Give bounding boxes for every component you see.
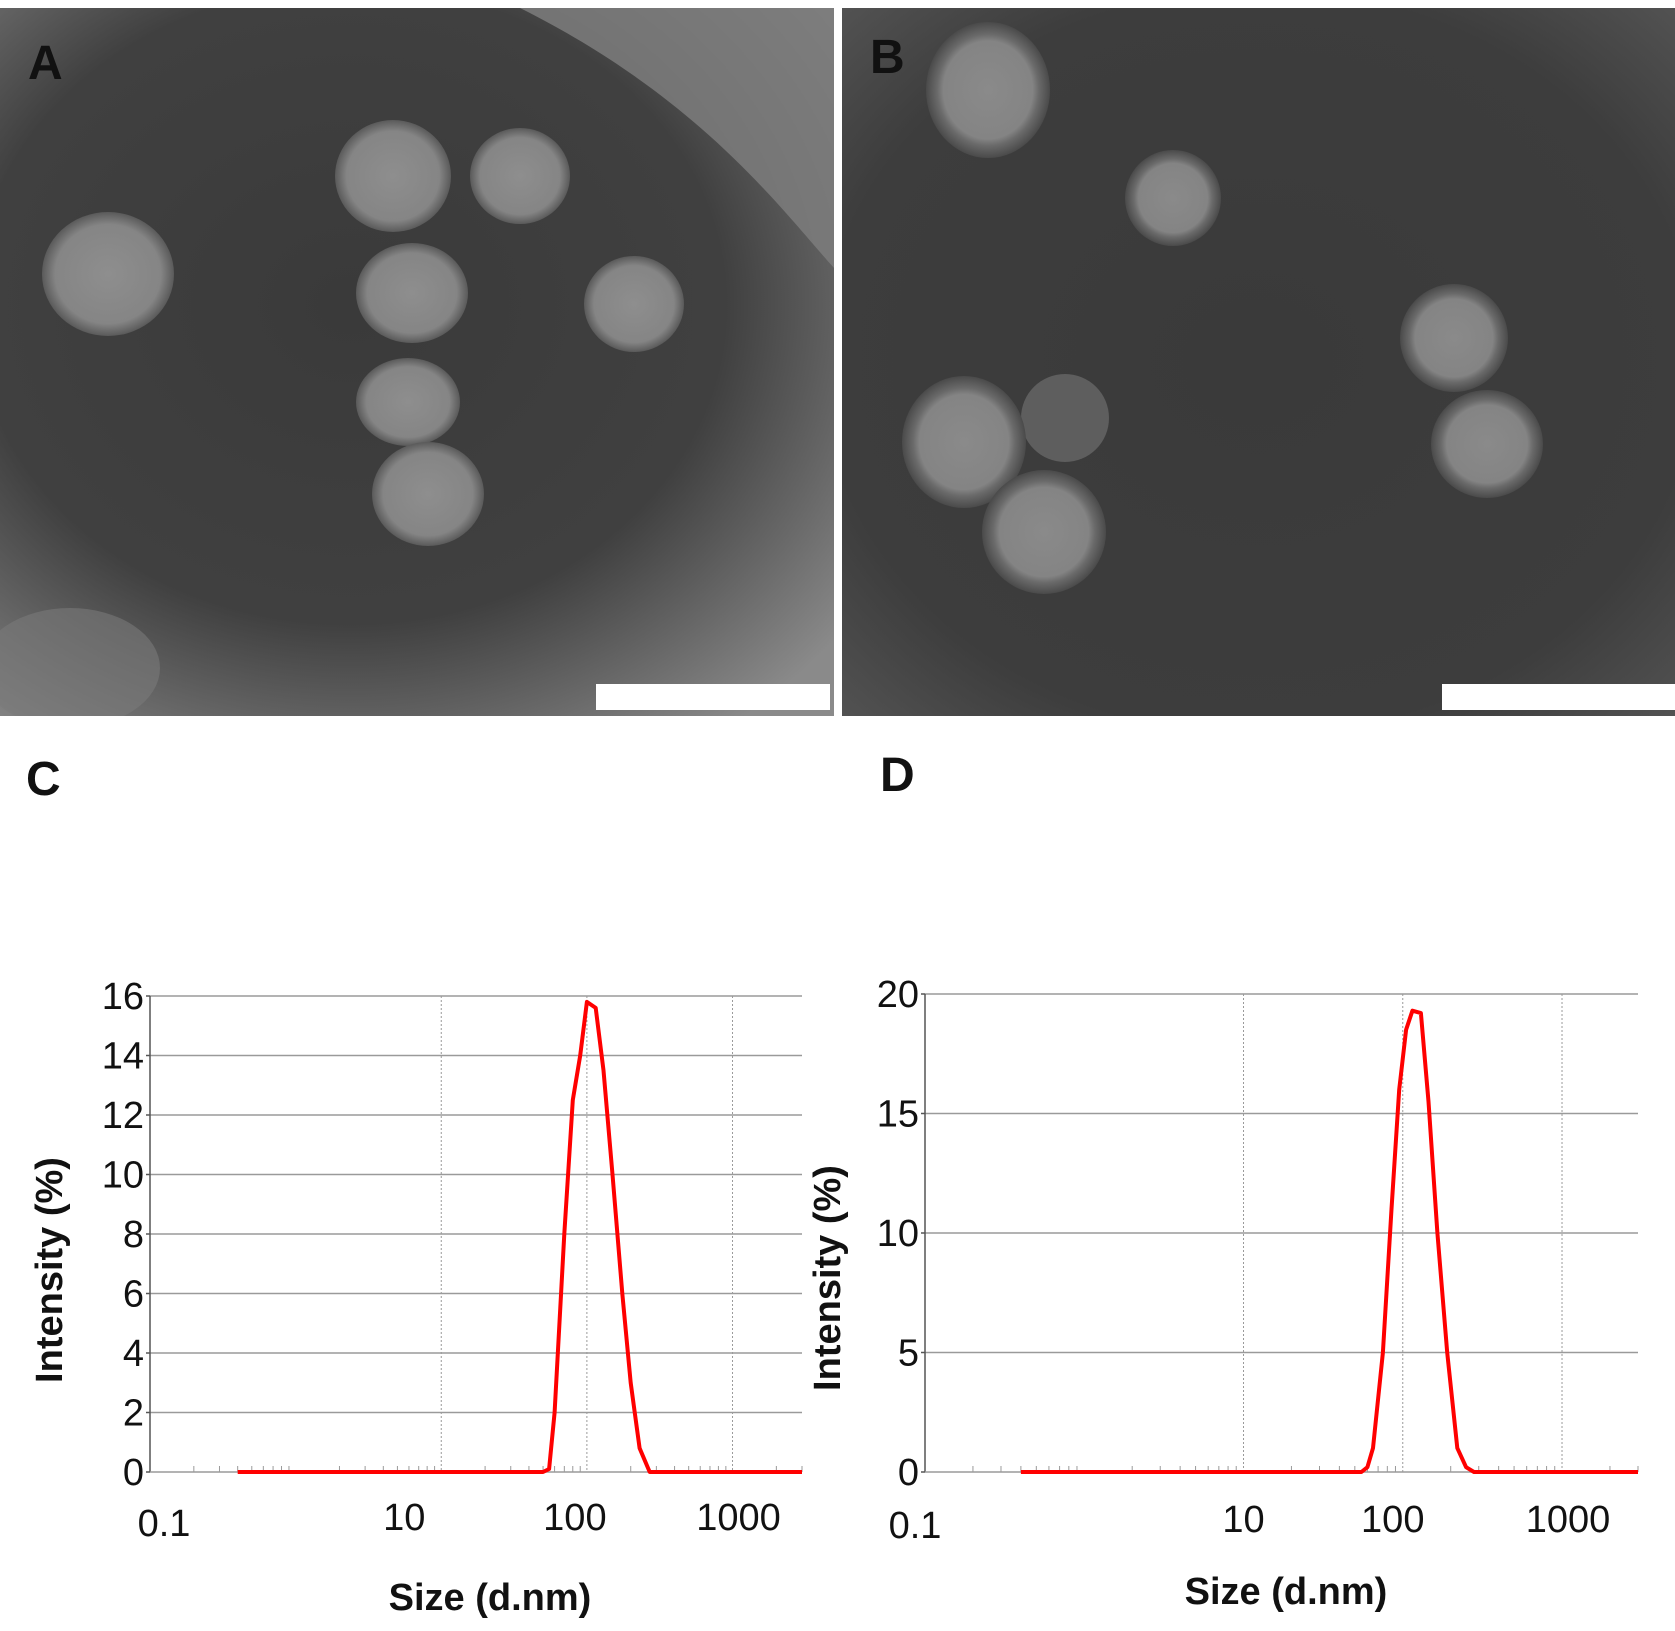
x-tick-label: 10 (1222, 1499, 1264, 1541)
y-tick-label: 15 (877, 1094, 919, 1136)
scale-bar (596, 684, 830, 710)
y-tick-label: 10 (877, 1213, 919, 1255)
x-axis-title: Size (d.nm) (389, 1577, 592, 1619)
x-tick-label: 0.1 (138, 1503, 191, 1545)
y-axis-title: Intensity (%) (29, 1157, 71, 1383)
particle (584, 256, 684, 352)
particle (1125, 150, 1221, 246)
y-axis-title: Intensity (%) (807, 1165, 849, 1391)
x-tick-label: 0.1 (889, 1505, 942, 1547)
chart-c: 0 2 4 6 8 10 12 14 16 0.1 10 100 1000 Size (d.nm) Inte… (0, 960, 820, 1631)
y-tick-label: 2 (123, 1393, 144, 1435)
micrograph-a-image (0, 8, 834, 716)
x-axis-title: Size (d.nm) (1185, 1571, 1388, 1613)
series-line (237, 999, 802, 1474)
y-tick-label: 10 (102, 1155, 144, 1197)
particle (902, 376, 1026, 508)
micrograph-a (0, 8, 834, 716)
y-tick-label: 5 (898, 1333, 919, 1375)
y-tick-label: 12 (102, 1095, 144, 1137)
particle (470, 128, 570, 224)
y-tick-label: 8 (123, 1214, 144, 1256)
chart-d: 0 5 10 15 20 0.1 10 100 1000 Size (d.nm) Intensity… (807, 960, 1675, 1631)
particle (982, 470, 1106, 594)
panel-label-c: C (26, 753, 61, 806)
y-tick-label: 16 (102, 976, 144, 1018)
panel-label-a: A (28, 37, 63, 90)
particle (926, 22, 1050, 158)
particle (1021, 374, 1109, 462)
x-tick-label: 100 (543, 1497, 606, 1539)
particle (335, 120, 451, 232)
y-tick-label: 6 (123, 1274, 144, 1316)
y-tick-label: 0 (123, 1452, 144, 1494)
particle (1400, 284, 1508, 392)
x-tick-label: 100 (1361, 1499, 1424, 1541)
y-tick-label: 14 (102, 1036, 144, 1078)
panel-label-d: D (880, 749, 915, 802)
y-tick-label: 20 (877, 974, 919, 1016)
particle (42, 212, 174, 336)
particle (1431, 390, 1543, 498)
micrograph-b (842, 8, 1675, 716)
chart-d-svg: 0 5 10 15 20 0.1 10 100 1000 Size (d.nm) Intensity… (807, 974, 1639, 1613)
x-tick-label: 10 (383, 1497, 425, 1539)
x-tick-label: 1000 (1526, 1499, 1611, 1541)
y-tick-label: 4 (123, 1333, 144, 1375)
particle (356, 358, 460, 446)
x-tick-label: 1000 (696, 1497, 781, 1539)
micrograph-b-image (842, 8, 1675, 716)
series-line (1020, 1008, 1638, 1474)
panel-label-b: B (870, 31, 905, 84)
y-tick-label: 0 (898, 1452, 919, 1494)
particle (356, 243, 468, 343)
particle (372, 442, 484, 546)
chart-c-svg: 0 2 4 6 8 10 12 14 16 0.1 10 100 1000 Size (d.nm) Inte… (29, 976, 803, 1619)
scale-bar (1442, 684, 1675, 710)
